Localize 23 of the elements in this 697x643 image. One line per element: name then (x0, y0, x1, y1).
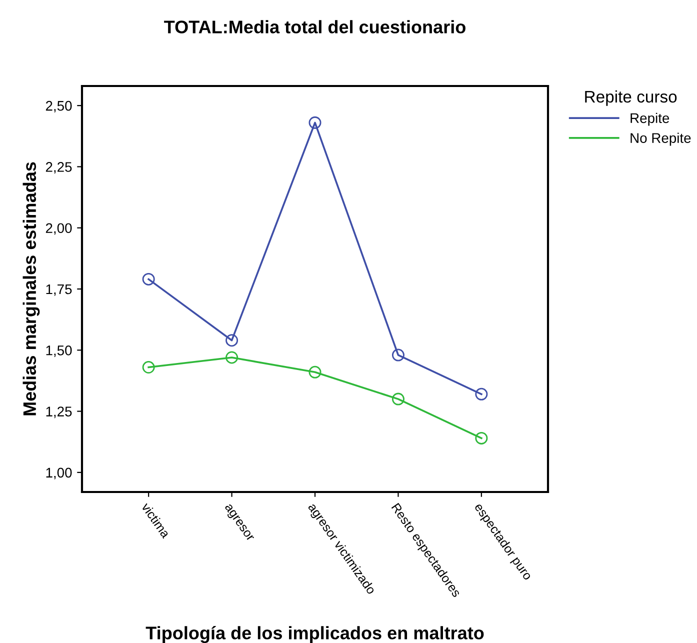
point (308, 116, 322, 129)
legend-title: Repite curso (585, 90, 677, 106)
point (308, 366, 322, 378)
point (226, 334, 238, 347)
point (392, 348, 404, 362)
y-tick-label: 1,50 (46, 345, 72, 357)
legend-label: Repite (630, 112, 670, 126)
point (475, 432, 488, 444)
x-axis-title: Tipología de los implicados en maltrato (146, 626, 484, 643)
y-tick-label: 2,00 (46, 223, 72, 235)
y-axis-title: Medias marginales estimadas (22, 162, 40, 416)
y-tick-label: 1,25 (46, 406, 72, 418)
y-tick-label: 1,00 (46, 468, 72, 480)
chart-title: TOTAL:Media total del cuestionario (164, 20, 466, 34)
y-tick-label: 2,25 (46, 162, 72, 174)
y-tick-label: 1,75 (46, 284, 72, 296)
point (142, 272, 155, 286)
y-tick-label: 2,50 (46, 100, 72, 112)
point (475, 388, 488, 400)
point (142, 361, 155, 374)
point (226, 351, 238, 364)
point (392, 392, 404, 406)
legend-label: No Repite (630, 132, 691, 146)
